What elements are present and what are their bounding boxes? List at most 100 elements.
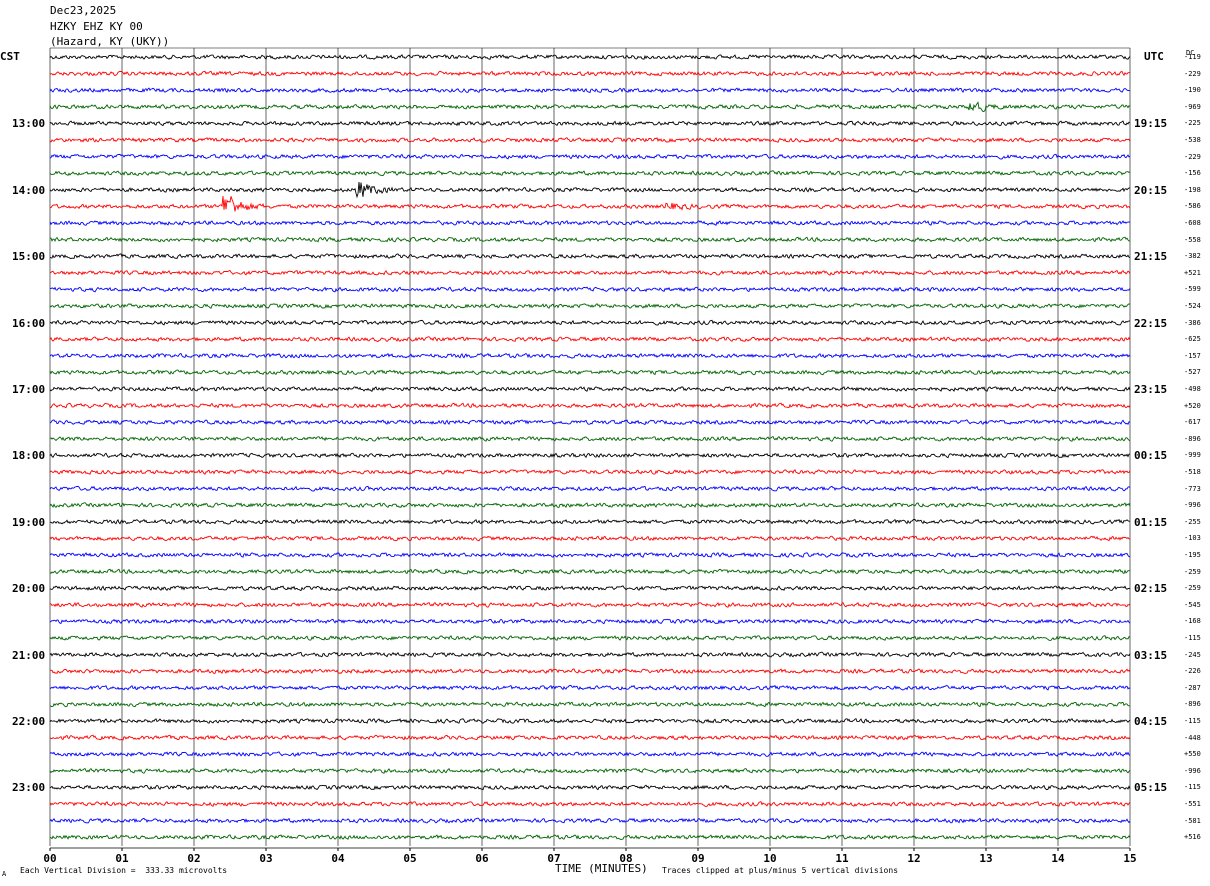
dc-offset-label: +550 [1184, 750, 1201, 759]
x-tick-label-15: 15 [1123, 852, 1136, 865]
trace-42 [49, 751, 1131, 758]
trace-29 [49, 535, 1131, 542]
x-axis-label: TIME (MINUTES) [555, 862, 648, 875]
dc-offset-label: -608 [1184, 219, 1201, 227]
trace-41 [49, 734, 1131, 741]
x-tick-label-3: 03 [259, 852, 272, 865]
dc-offset-label: -287 [1184, 683, 1201, 692]
x-tick-label-2: 02 [187, 852, 200, 865]
trace-30 [49, 552, 1131, 558]
trace-40 [49, 718, 1131, 724]
x-tick-label-0: 00 [43, 852, 56, 865]
trace-4 [49, 120, 1131, 127]
trace-44 [49, 784, 1131, 791]
trace-8 [49, 182, 1131, 199]
trace-5 [49, 137, 1131, 143]
dc-offset-label: -157 [1184, 351, 1201, 360]
x-tick-label-5: 05 [403, 852, 416, 865]
left-hour-label: 18:00 [12, 449, 46, 463]
dc-offset-label: +521 [1184, 268, 1201, 277]
right-hour-label: 02:15 [1134, 582, 1168, 596]
trace-15 [49, 303, 1131, 309]
trace-3 [49, 101, 1131, 112]
trace-24 [49, 452, 1131, 459]
left-hour-label: 21:00 [12, 648, 46, 662]
trace-2 [49, 87, 1131, 94]
left-hour-label: 19:00 [12, 515, 46, 529]
x-tick-label-6: 06 [475, 852, 489, 865]
trace-35 [49, 635, 1131, 641]
left-hour-label: 14:00 [12, 183, 46, 197]
trace-12 [49, 253, 1131, 260]
trace-38 [49, 684, 1131, 691]
dc-offset-label: -382 [1184, 252, 1201, 261]
x-tick-label-12: 12 [907, 852, 920, 865]
left-hour-label: 22:00 [12, 715, 46, 728]
minute-gridlines [49, 47, 1131, 846]
right-hour-label: 21:15 [1134, 250, 1168, 264]
dc-offset-label: -498 [1184, 385, 1201, 393]
right-hour-label: 22:15 [1134, 316, 1168, 330]
x-tick-label-10: 10 [763, 852, 776, 865]
dc-offset-label: -226 [1184, 667, 1201, 676]
trace-11 [50, 236, 1131, 243]
trace-28 [49, 518, 1131, 525]
corner-mark: A [2, 870, 7, 878]
dc-offset-label: -538 [1184, 136, 1201, 144]
trace-19 [49, 369, 1131, 376]
left-timezone-label: CST [0, 50, 20, 63]
dc-offset-header: DC [1186, 49, 1195, 57]
trace-32 [49, 585, 1131, 592]
x-tick-label-9: 09 [691, 852, 704, 865]
dc-offset-label: -969 [1184, 102, 1201, 111]
right-hour-label: 20:15 [1134, 183, 1168, 197]
dc-offset-label: -996 [1184, 766, 1201, 775]
dc-offset-label: -195 [1184, 551, 1201, 559]
dc-offset-label: -524 [1184, 302, 1201, 310]
dc-offset-label: -119 [1184, 53, 1201, 61]
dc-offset-label: -999 [1184, 451, 1201, 460]
station-location: (Hazard, KY (UKY)) [50, 35, 170, 48]
trace-33 [49, 601, 1131, 608]
dc-offset-label: -229 [1184, 69, 1201, 78]
right-hour-label: 04:15 [1134, 715, 1168, 728]
right-hour-label: 00:15 [1134, 449, 1168, 463]
trace-16 [49, 319, 1131, 326]
dc-offset-label: -190 [1184, 86, 1201, 95]
x-tick-label-4: 04 [331, 852, 345, 865]
dc-offset-label: -527 [1184, 368, 1201, 377]
time-axis: 00 01 02 03 04 05 06 07 08 09 10 11 12 13 14 15 [43, 847, 1137, 865]
trace-31 [49, 568, 1130, 575]
right-hour-label: 05:15 [1134, 781, 1168, 795]
dc-offset-label: -386 [1184, 318, 1201, 327]
dc-offset-label: -168 [1184, 617, 1201, 626]
dc-offset-label: -115 [1184, 717, 1201, 725]
trace-26 [49, 485, 1131, 492]
dc-offset-label: -599 [1184, 285, 1201, 294]
x-tick-label-8: 08 [619, 852, 632, 865]
dc-offset-label: -545 [1184, 600, 1201, 609]
trace-21 [49, 402, 1131, 409]
trace-20 [49, 386, 1131, 392]
trace-10 [49, 220, 1131, 226]
left-hour-label: 20:00 [12, 582, 46, 596]
dc-offset-label: -625 [1184, 335, 1201, 344]
seismic-traces [49, 54, 1131, 840]
trace-27 [49, 502, 1131, 509]
left-hour-label: 16:00 [12, 316, 46, 330]
dc-offset-label: -198 [1184, 185, 1201, 194]
dc-offset-label: -229 [1184, 152, 1201, 161]
right-hour-label: 03:15 [1134, 648, 1168, 662]
dc-offset-label: -245 [1184, 650, 1201, 659]
trace-7 [49, 170, 1131, 177]
dc-offset-label: -896 [1184, 434, 1201, 443]
trace-1 [49, 70, 1131, 77]
dc-offset-label: -581 [1184, 816, 1201, 825]
scale-note: Each Vertical Division = 333.33 microvol… [20, 866, 228, 875]
trace-9 [49, 196, 1131, 212]
plot-date: Dec23,2025 [50, 4, 117, 17]
left-hour-label: 13:00 [12, 117, 46, 131]
right-hour-label: 23:15 [1134, 383, 1168, 396]
x-tick-label-1: 01 [115, 852, 129, 865]
trace-13 [49, 269, 1131, 276]
